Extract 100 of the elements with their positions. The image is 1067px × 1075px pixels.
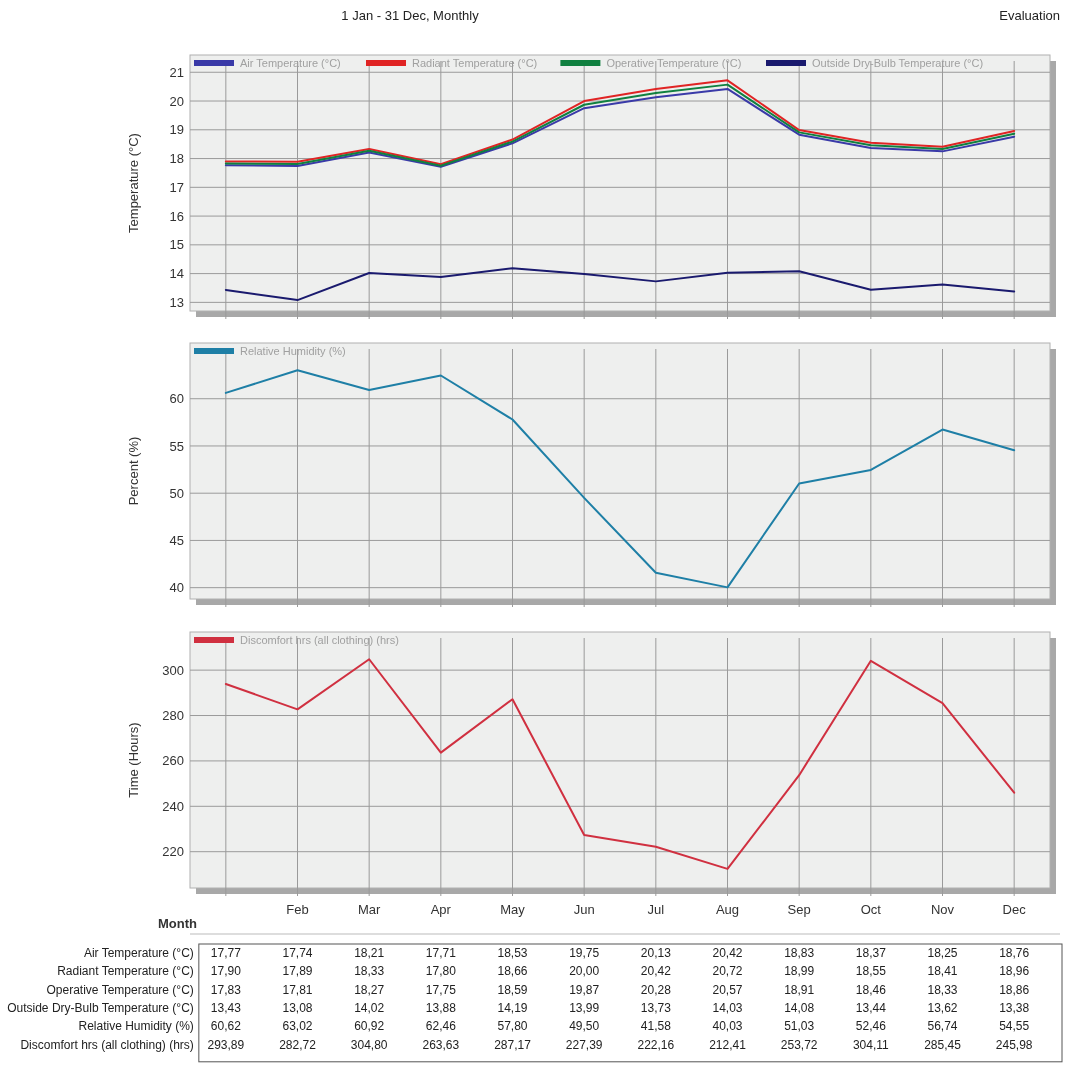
data-label: 13,88 <box>425 1000 457 1015</box>
data-label: 18,25 <box>927 946 958 960</box>
data-label: 20,13 <box>640 946 672 960</box>
y-tick-label: 40 <box>169 580 184 596</box>
data-label: 13,43 <box>210 1000 242 1015</box>
data-label: 18,21 <box>354 946 385 960</box>
text: Air Temperature (°C) <box>83 946 194 960</box>
chart-title: 1 Jan - 31 Dec, Monthly <box>341 8 480 23</box>
data-label: 18,33 <box>354 964 385 979</box>
x-tick-label: Dec <box>1002 902 1027 917</box>
data-label: 227,39 <box>565 1037 603 1052</box>
x-tick-label: Jun <box>573 902 595 917</box>
text: Outside Dry-Bulb Temperature (°C) <box>7 1000 194 1015</box>
data-label: 18,86 <box>999 982 1030 997</box>
legend-label: Relative Humidity (%) <box>240 344 346 357</box>
data-label: 54,55 <box>999 1019 1030 1034</box>
data-label: 13,08 <box>282 1000 313 1015</box>
x-tick-label: Nov <box>930 902 955 917</box>
data-label: 13,99 <box>569 1000 600 1015</box>
x-axis-title: Month <box>158 916 198 931</box>
data-label: 222,16 <box>637 1037 675 1052</box>
data-label: 17,83 <box>210 982 242 997</box>
text: Relative Humidity (%) <box>78 1019 194 1034</box>
x-tick-label: Sep <box>787 902 811 917</box>
y-tick-label: 16 <box>169 208 184 224</box>
data-label: 56,74 <box>927 1019 958 1034</box>
data-label: 20,00 <box>569 964 600 979</box>
data-label: 20,57 <box>712 982 743 997</box>
data-label: 52,46 <box>855 1019 887 1034</box>
x-tick-label: Mar <box>357 902 382 917</box>
data-label: 245,98 <box>995 1037 1033 1052</box>
x-tick-label: May <box>500 902 526 917</box>
data-label: 18,41 <box>927 964 958 979</box>
data-label: 49,50 <box>569 1019 600 1034</box>
data-label: 17,89 <box>282 964 313 979</box>
text: Radiant Temperature (°C) <box>57 964 194 979</box>
data-label: 18,55 <box>855 964 887 979</box>
data-label: 20,42 <box>712 946 743 960</box>
data-label: 18,66 <box>497 964 528 979</box>
y-axis-title: Temperature (°C) <box>126 133 141 233</box>
y-tick-label: 19 <box>169 122 184 138</box>
data-label: 18,33 <box>927 982 958 997</box>
data-label: 18,53 <box>497 946 528 960</box>
data-label: 18,99 <box>784 964 815 979</box>
data-label: 287,17 <box>494 1037 532 1052</box>
y-tick-label: 15 <box>169 237 184 253</box>
y-tick-label: 21 <box>169 64 184 80</box>
data-label: 293,89 <box>207 1037 245 1052</box>
y-tick-label: 300 <box>162 662 184 678</box>
data-label: 63,02 <box>282 1019 313 1034</box>
data-label: 60,92 <box>354 1019 385 1034</box>
data-label: 14,19 <box>497 1000 528 1015</box>
y-tick-label: 17 <box>169 179 184 195</box>
y-axis-title: Percent (%) <box>126 436 141 506</box>
data-label: 18,46 <box>855 982 887 997</box>
data-label: 19,75 <box>569 946 600 960</box>
y-tick-label: 280 <box>162 708 184 724</box>
data-label: 41,58 <box>640 1019 672 1034</box>
data-label: 17,77 <box>210 946 242 960</box>
data-label: 14,03 <box>712 1000 743 1015</box>
text: Discomfort hrs (all clothing) (hrs) <box>20 1037 194 1052</box>
data-label: 17,75 <box>425 982 457 997</box>
legend-label: Operative Temperature (°C) <box>606 56 742 69</box>
x-tick-label: Feb <box>286 902 309 917</box>
data-label: 18,83 <box>784 946 815 960</box>
data-label: 18,91 <box>784 982 815 997</box>
y-axis-title: Time (Hours) <box>126 722 141 798</box>
data-label: 17,90 <box>210 964 242 979</box>
data-label: 282,72 <box>279 1037 317 1052</box>
line-series <box>224 369 1016 589</box>
data-label: 285,45 <box>924 1037 962 1052</box>
data-label: 13,62 <box>927 1000 958 1015</box>
y-tick-label: 20 <box>169 93 184 109</box>
y-tick-label: 240 <box>162 798 184 814</box>
line-series <box>224 658 1016 870</box>
data-label: 17,74 <box>282 946 313 960</box>
y-tick-label: 260 <box>162 753 184 769</box>
data-label: 20,72 <box>712 964 743 979</box>
legend-label: Outside Dry-Bulb Temperature (°C) <box>812 56 984 69</box>
y-tick-label: 18 <box>169 151 184 167</box>
data-label: 20,28 <box>640 982 672 997</box>
y-tick-label: 13 <box>169 294 184 310</box>
data-label: 18,96 <box>999 964 1030 979</box>
y-tick-label: 45 <box>169 532 184 548</box>
y-tick-label: 14 <box>169 266 184 282</box>
x-tick-label: Oct <box>860 902 882 917</box>
data-label: 18,59 <box>497 982 528 997</box>
y-tick-label: 60 <box>169 391 184 407</box>
data-label: 60,62 <box>210 1019 242 1034</box>
x-tick-label: Apr <box>430 902 452 917</box>
data-label: 18,27 <box>354 982 385 997</box>
data-label: 17,71 <box>425 946 457 960</box>
x-tick-label: Aug <box>715 902 740 917</box>
data-label: 62,46 <box>425 1019 457 1034</box>
data-label: 14,08 <box>784 1000 815 1015</box>
line-series <box>224 267 1016 302</box>
data-label: 13,38 <box>999 1000 1030 1015</box>
data-label: 18,76 <box>999 946 1030 960</box>
data-label: 17,80 <box>425 964 457 979</box>
data-label: 13,44 <box>855 1000 887 1015</box>
